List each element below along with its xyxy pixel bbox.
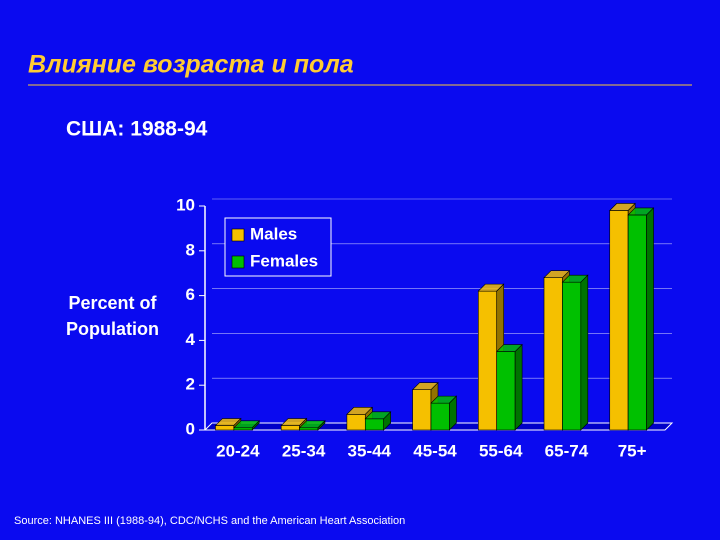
x-tick-label: 75+ xyxy=(618,441,647,460)
bar-front xyxy=(215,425,235,431)
bar xyxy=(411,381,439,431)
source-note: Source: NHANES III (1988-94), CDC/NCHS a… xyxy=(14,515,405,527)
bar-side xyxy=(251,420,260,431)
bar-front xyxy=(346,414,366,431)
x-tick-label: 55-64 xyxy=(479,441,523,460)
subtitle: США: 1988-94 xyxy=(66,118,208,141)
bar-front xyxy=(562,281,582,431)
x-tick-label: 20-24 xyxy=(216,441,260,460)
bar-front xyxy=(412,389,432,431)
y-tick-label: 8 xyxy=(186,240,195,259)
bar xyxy=(561,274,589,431)
y-tick-label: 4 xyxy=(186,330,196,349)
bar-side xyxy=(383,411,391,431)
x-tick-label: 25-34 xyxy=(282,441,326,460)
chart-title: Влияние возраста и пола xyxy=(28,51,354,79)
bar-side xyxy=(646,207,654,431)
bar-side xyxy=(317,420,326,431)
x-tick-label: 35-44 xyxy=(348,441,392,460)
bar xyxy=(627,207,655,431)
bar xyxy=(364,411,392,431)
bar-side xyxy=(580,274,589,431)
y-axis-label: Percent of Population xyxy=(66,293,159,339)
x-tick-label: 45-54 xyxy=(413,441,457,460)
legend-label: Males xyxy=(250,224,297,243)
y-label-box: Percent of Population xyxy=(66,293,159,339)
bar xyxy=(298,420,326,431)
bar-front xyxy=(430,402,450,431)
y-tick-label: 10 xyxy=(176,195,195,214)
bar-front xyxy=(299,427,319,431)
bar-front xyxy=(609,210,629,431)
bar-side xyxy=(514,343,523,431)
y-tick-label: 2 xyxy=(186,375,195,394)
bar-front xyxy=(627,214,647,431)
y-tick-label: 0 xyxy=(186,419,195,438)
bar-side xyxy=(449,395,457,431)
bar-front xyxy=(280,425,300,431)
bar xyxy=(233,420,260,431)
legend-label: Females xyxy=(250,251,318,270)
bar-front xyxy=(233,427,253,431)
bar xyxy=(430,395,458,431)
bar xyxy=(495,343,523,431)
bar-front xyxy=(364,418,384,431)
legend-swatch xyxy=(231,255,245,269)
y-tick-label: 6 xyxy=(186,285,195,304)
bar-front xyxy=(496,351,516,431)
bar-front xyxy=(478,290,498,431)
legend-swatch xyxy=(231,228,245,242)
bar-front xyxy=(543,277,563,431)
x-tick-label: 65-74 xyxy=(545,441,589,460)
